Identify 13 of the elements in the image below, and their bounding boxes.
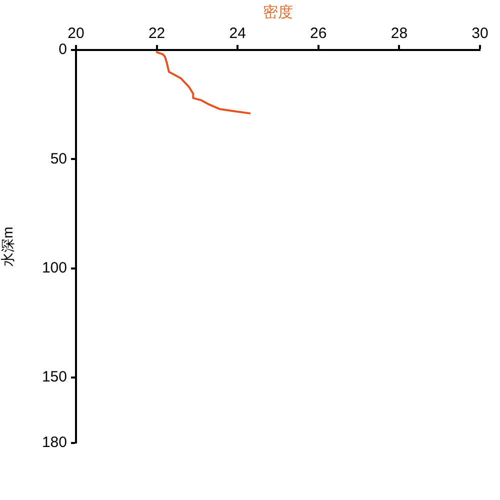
y-tick-label: 0	[58, 41, 67, 58]
y-tick-label: 150	[42, 368, 67, 386]
y-tick-label: 50	[50, 150, 67, 168]
x-tick-label: 26	[310, 25, 327, 42]
x-tick-label: 24	[229, 25, 246, 42]
y-axis-title: 水深m	[0, 226, 16, 266]
y-tick-label: 100	[42, 259, 67, 276]
x-tick-label: 22	[148, 25, 166, 42]
x-tick-label: 20	[68, 25, 84, 42]
x-axis-title: 密度	[263, 4, 293, 22]
x-tick-label: 30	[472, 25, 488, 42]
y-tick-label: 180	[42, 434, 67, 452]
x-tick-label: 28	[390, 25, 408, 42]
